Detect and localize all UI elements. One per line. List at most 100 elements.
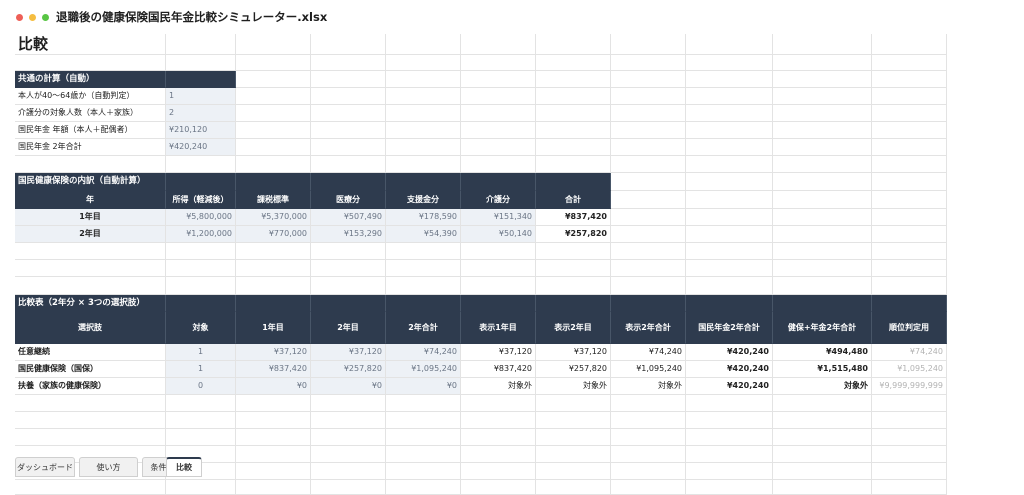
grid-cell — [15, 277, 166, 295]
grid-cell — [311, 260, 386, 277]
grid-cell — [686, 209, 773, 226]
grid-cell — [686, 260, 773, 277]
tab-comparison[interactable]: 比較 — [166, 457, 202, 477]
common-section-header: 共通の計算（自動） — [15, 71, 166, 88]
comparison-cell[interactable]: 対象外 — [611, 378, 686, 395]
comparison-column-header: 健保+年金2年合計 — [773, 312, 872, 344]
section-header-fill — [166, 71, 236, 88]
zoom-window-button[interactable] — [42, 14, 49, 21]
nhi-cell[interactable]: ¥151,340 — [461, 209, 536, 226]
grid-cell — [236, 429, 311, 446]
comparison-cell[interactable]: ¥0 — [236, 378, 311, 395]
grid-cell — [386, 105, 461, 122]
comparison-cell[interactable]: ¥420,240 — [686, 361, 773, 378]
nhi-cell[interactable]: ¥153,290 — [311, 226, 386, 243]
comparison-cell[interactable]: 1 — [166, 361, 236, 378]
comparison-cell[interactable]: ¥1,095,240 — [611, 361, 686, 378]
comparison-cell[interactable]: ¥74,240 — [872, 344, 947, 361]
nhi-cell[interactable]: ¥5,800,000 — [166, 209, 236, 226]
comparison-cell[interactable]: ¥1,095,240 — [386, 361, 461, 378]
nhi-column-header: 介護分 — [461, 191, 536, 209]
grid-cell — [773, 34, 872, 55]
tab-usage[interactable]: 使い方 — [79, 457, 138, 477]
grid-cell — [311, 122, 386, 139]
comparison-cell[interactable]: 1 — [166, 344, 236, 361]
comparison-cell[interactable]: ¥257,820 — [536, 361, 611, 378]
comparison-column-header: 表示2年目 — [536, 312, 611, 344]
nhi-cell[interactable]: ¥178,590 — [386, 209, 461, 226]
grid-cell — [611, 243, 686, 260]
comparison-cell[interactable]: ¥74,240 — [611, 344, 686, 361]
grid-cell — [686, 139, 773, 156]
comparison-cell[interactable]: ¥420,240 — [686, 344, 773, 361]
comparison-cell[interactable]: ¥0 — [386, 378, 461, 395]
common-value[interactable]: 1 — [166, 88, 236, 105]
common-value[interactable]: ¥210,120 — [166, 122, 236, 139]
grid-cell — [15, 412, 166, 429]
nhi-cell[interactable]: ¥50,140 — [461, 226, 536, 243]
grid-cell — [872, 446, 947, 463]
section-header-fill — [872, 295, 947, 312]
grid-cell — [611, 156, 686, 173]
comparison-cell[interactable]: ¥37,120 — [461, 344, 536, 361]
comparison-cell[interactable]: ¥257,820 — [311, 361, 386, 378]
comparison-section-header: 比較表（2年分 × 3つの選択肢） — [15, 295, 166, 312]
grid-cell — [872, 243, 947, 260]
nhi-cell[interactable]: ¥1,200,000 — [166, 226, 236, 243]
grid-cell — [872, 71, 947, 88]
comparison-cell[interactable]: ¥1,515,480 — [773, 361, 872, 378]
close-window-button[interactable] — [16, 14, 23, 21]
grid-cell — [461, 139, 536, 156]
grid-cell — [773, 429, 872, 446]
grid-cell — [311, 105, 386, 122]
grid-cell — [872, 191, 947, 209]
grid-cell — [611, 226, 686, 243]
comparison-cell[interactable]: ¥0 — [311, 378, 386, 395]
common-value[interactable]: ¥420,240 — [166, 139, 236, 156]
common-label: 介護分の対象人数（本人＋家族） — [15, 105, 166, 122]
comparison-cell[interactable]: ¥1,095,240 — [872, 361, 947, 378]
grid-cell — [236, 412, 311, 429]
nhi-cell[interactable]: ¥837,420 — [536, 209, 611, 226]
grid-cell — [536, 139, 611, 156]
grid-cell — [386, 480, 461, 495]
comparison-column-header: 国民年金2年合計 — [686, 312, 773, 344]
comparison-cell[interactable]: ¥37,120 — [311, 344, 386, 361]
grid-cell — [386, 71, 461, 88]
common-value[interactable]: 2 — [166, 105, 236, 122]
section-header-fill — [536, 173, 611, 191]
grid-cell — [461, 156, 536, 173]
grid-cell — [773, 209, 872, 226]
comparison-cell[interactable]: ¥9,999,999,999 — [872, 378, 947, 395]
spreadsheet-grid[interactable]: 比較 共通の計算（自動） 本人が40〜64歳か（自動判定） 1 介護分の対象人数（本人＋… — [15, 34, 948, 495]
grid-cell — [536, 463, 611, 480]
grid-cell — [311, 71, 386, 88]
nhi-cell[interactable]: ¥770,000 — [236, 226, 311, 243]
comparison-cell[interactable]: ¥74,240 — [386, 344, 461, 361]
nhi-year-label: 2年目 — [15, 226, 166, 243]
nhi-cell[interactable]: ¥507,490 — [311, 209, 386, 226]
comparison-column-header: 選択肢 — [15, 312, 166, 344]
tab-dashboard[interactable]: ダッシュボード — [15, 457, 75, 477]
comparison-cell[interactable]: ¥37,120 — [236, 344, 311, 361]
grid-cell — [611, 55, 686, 71]
nhi-cell[interactable]: ¥5,370,000 — [236, 209, 311, 226]
grid-cell — [536, 88, 611, 105]
comparison-cell[interactable]: 対象外 — [536, 378, 611, 395]
comparison-cell[interactable]: 0 — [166, 378, 236, 395]
nhi-column-header: 年 — [15, 191, 166, 209]
nhi-cell[interactable]: ¥257,820 — [536, 226, 611, 243]
section-header-fill — [311, 295, 386, 312]
comparison-cell[interactable]: ¥420,240 — [686, 378, 773, 395]
comparison-cell[interactable]: ¥837,420 — [461, 361, 536, 378]
comparison-cell[interactable]: 対象外 — [773, 378, 872, 395]
section-header-fill — [611, 295, 686, 312]
comparison-cell[interactable]: ¥37,120 — [536, 344, 611, 361]
comparison-cell[interactable]: ¥494,480 — [773, 344, 872, 361]
minimize-window-button[interactable] — [29, 14, 36, 21]
grid-cell — [236, 463, 311, 480]
grid-cell — [15, 480, 166, 495]
comparison-cell[interactable]: 対象外 — [461, 378, 536, 395]
comparison-cell[interactable]: ¥837,420 — [236, 361, 311, 378]
nhi-cell[interactable]: ¥54,390 — [386, 226, 461, 243]
